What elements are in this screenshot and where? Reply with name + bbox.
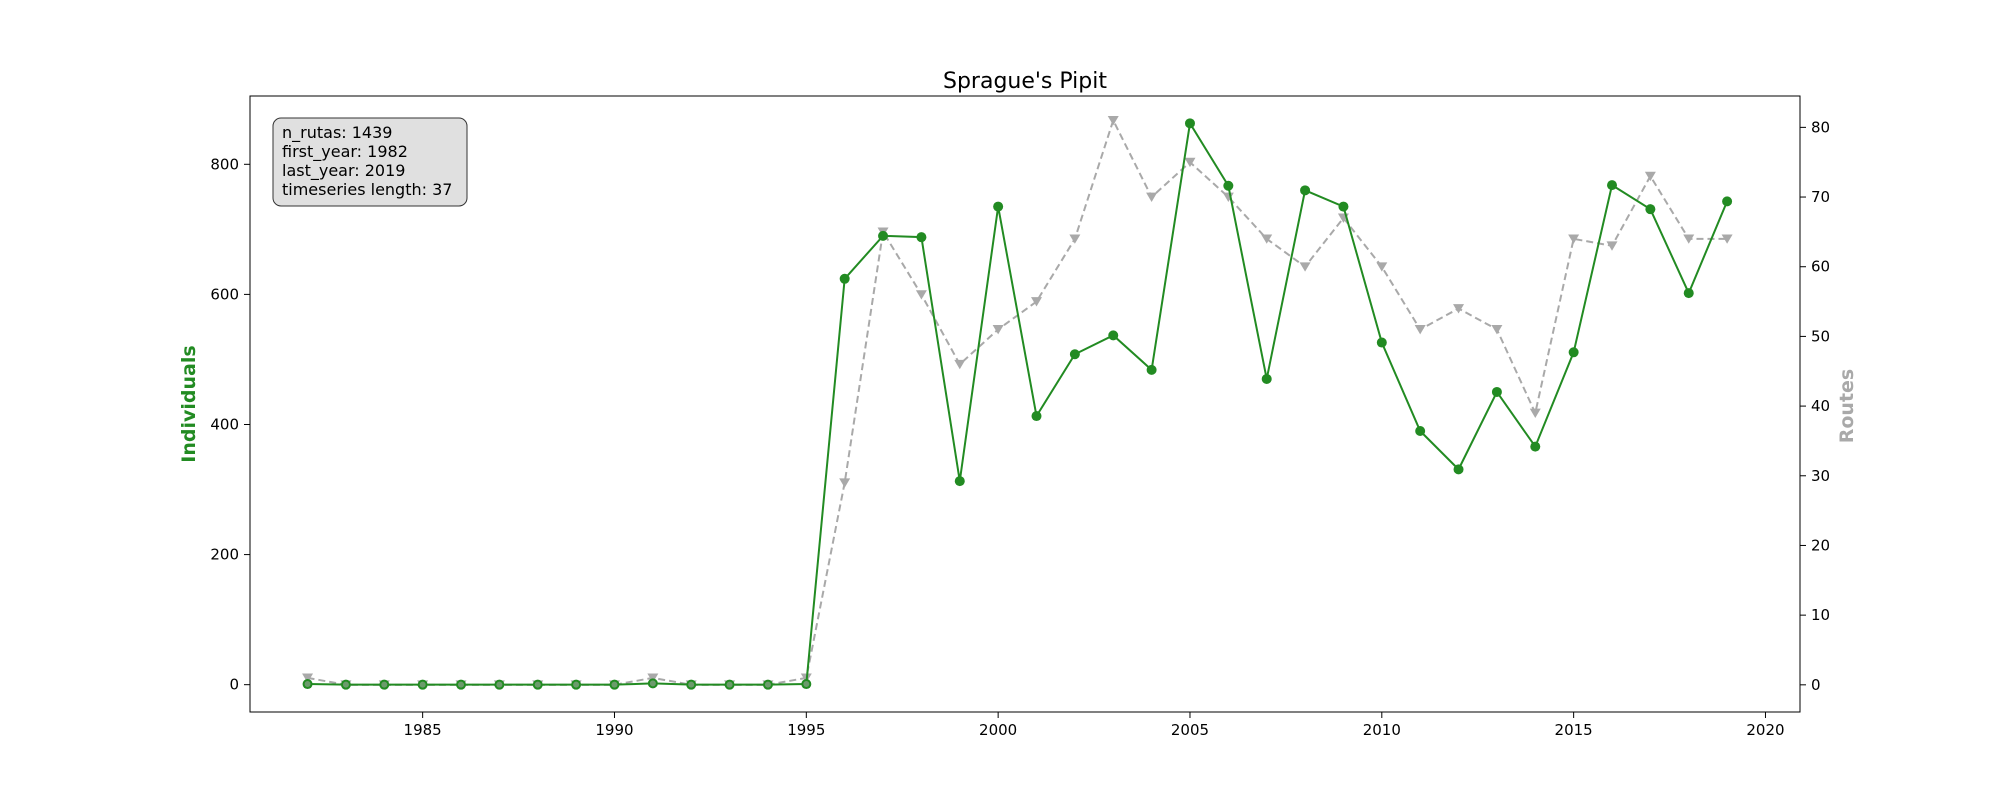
routes-marker xyxy=(1107,115,1119,126)
info-box-background xyxy=(272,117,468,207)
individuals-marker xyxy=(1453,464,1464,475)
overlap-marker xyxy=(726,681,733,688)
individuals-series-line xyxy=(307,120,1729,686)
individuals-marker xyxy=(878,230,889,241)
info-line-n-rutas: n_rutas: 1439 xyxy=(282,123,392,143)
info-line-timeseries-length: timeseries length: 37 xyxy=(282,180,452,199)
overlap-marker xyxy=(381,681,388,688)
overlap-marker xyxy=(803,681,810,688)
overlap-marker xyxy=(611,681,618,688)
y-left-tick-label: 400 xyxy=(210,415,239,433)
routes-marker xyxy=(1453,304,1465,314)
x-tick-label: 2010 xyxy=(1363,721,1401,739)
routes-marker xyxy=(992,325,1004,335)
y-left-tick-label: 800 xyxy=(210,155,239,173)
series-layer xyxy=(302,115,1733,690)
overlap-marker xyxy=(458,681,465,688)
routes-marker xyxy=(1376,262,1388,272)
routes-marker xyxy=(954,359,966,370)
individuals-marker xyxy=(993,201,1004,212)
individuals-marker xyxy=(839,273,850,284)
routes-marker xyxy=(302,673,314,683)
routes-marker xyxy=(1721,234,1733,244)
x-tick-label: 2015 xyxy=(1555,721,1593,739)
routes-series-line xyxy=(307,117,1728,686)
individuals-marker xyxy=(1300,185,1311,196)
routes-marker xyxy=(1568,234,1580,244)
overlap-marker xyxy=(764,681,771,688)
y-right-tick-label: 60 xyxy=(1811,258,1830,276)
routes-marker xyxy=(1261,234,1273,244)
x-tick-label: 1985 xyxy=(404,721,442,739)
routes-marker xyxy=(647,673,659,683)
y-axis-left-label: Individuals xyxy=(178,345,200,462)
routes-marker xyxy=(1146,192,1158,202)
routes-marker xyxy=(1529,408,1541,419)
overlap-marker xyxy=(688,681,695,688)
individuals-marker xyxy=(1261,373,1272,384)
y-left-tick-label: 200 xyxy=(210,546,239,564)
y-right-tick-label: 70 xyxy=(1811,188,1830,206)
overlap-marker xyxy=(573,681,580,688)
x-tick-label: 1995 xyxy=(787,721,825,739)
routes-marker xyxy=(839,478,851,488)
individuals-marker xyxy=(1069,349,1080,360)
individuals-marker xyxy=(1031,411,1042,422)
routes-marker xyxy=(1184,157,1196,168)
y-right-tick-label: 20 xyxy=(1811,536,1830,554)
routes-marker xyxy=(1299,262,1311,272)
individuals-marker xyxy=(1568,347,1579,358)
routes-marker xyxy=(1606,241,1618,251)
individuals-marker xyxy=(1607,180,1618,191)
y-right-tick-label: 50 xyxy=(1811,327,1830,345)
chart-title: Sprague's Pipit xyxy=(943,69,1107,94)
overlap-marker xyxy=(342,681,349,688)
axes-layer: 1985 1990 1995 2000 2005 2010 2015 202002004006… xyxy=(210,95,1830,739)
info-box: n_rutas: 1439 first_year: 1982 last_year… xyxy=(272,117,468,207)
individuals-marker xyxy=(1415,425,1426,436)
individuals-marker xyxy=(1722,196,1733,207)
x-tick-label: 2020 xyxy=(1746,721,1784,739)
x-tick-label: 2005 xyxy=(1171,721,1209,739)
overlap-marker xyxy=(649,680,656,687)
overlap-marker xyxy=(496,681,503,688)
overlap-marker xyxy=(419,681,426,688)
routes-marker xyxy=(1683,234,1695,244)
routes-marker xyxy=(1414,325,1426,335)
x-tick-label: 2000 xyxy=(979,721,1017,739)
y-right-tick-label: 40 xyxy=(1811,397,1830,415)
info-line-first-year: first_year: 1982 xyxy=(282,142,408,162)
individuals-marker xyxy=(1108,330,1119,341)
y-left-tick-label: 600 xyxy=(210,285,239,303)
routes-marker xyxy=(915,290,927,300)
individuals-marker xyxy=(954,476,965,487)
y-right-tick-label: 30 xyxy=(1811,467,1830,485)
overlap-marker xyxy=(534,681,541,688)
individuals-marker xyxy=(1223,180,1234,191)
y-left-tick-label: 0 xyxy=(229,676,239,694)
plot-frame xyxy=(249,95,1801,713)
routes-marker xyxy=(1031,297,1043,307)
individuals-marker xyxy=(1146,364,1157,375)
overlap-marker xyxy=(304,681,311,688)
x-tick-label: 1990 xyxy=(595,721,633,739)
y-right-tick-label: 10 xyxy=(1811,606,1830,624)
y-right-tick-label: 0 xyxy=(1811,676,1821,694)
y-right-tick-label: 80 xyxy=(1811,118,1830,136)
individuals-marker xyxy=(1683,288,1694,299)
routes-marker xyxy=(1069,234,1081,244)
individuals-marker xyxy=(1184,118,1195,129)
individuals-marker xyxy=(1530,441,1541,452)
individuals-marker xyxy=(916,232,927,243)
individuals-marker xyxy=(1376,337,1387,348)
routes-marker xyxy=(1491,325,1503,335)
y-axis-right-label: Routes xyxy=(1836,369,1858,444)
routes-marker xyxy=(1644,171,1656,182)
individuals-marker xyxy=(1645,204,1656,215)
individuals-marker xyxy=(1338,201,1349,212)
individuals-marker xyxy=(1491,386,1502,397)
info-line-last-year: last_year: 2019 xyxy=(282,161,405,181)
